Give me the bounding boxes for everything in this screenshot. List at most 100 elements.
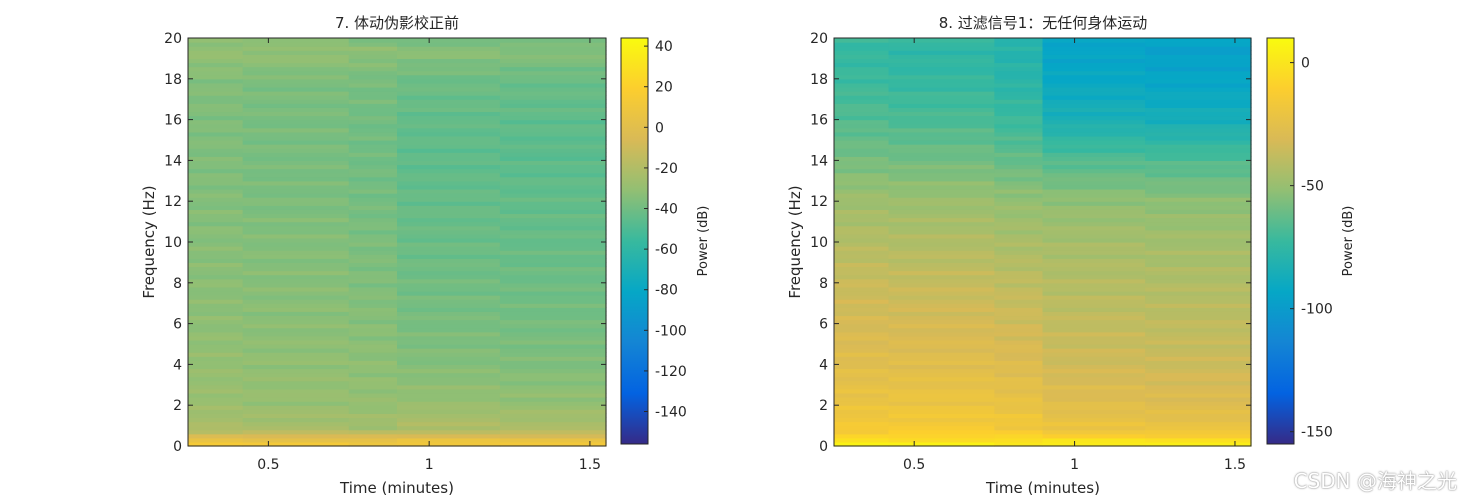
heatmap-cell xyxy=(834,299,890,304)
heatmap-cell xyxy=(888,254,995,259)
heatmap-cell xyxy=(994,144,1044,149)
heatmap-cell xyxy=(834,46,890,51)
heatmap-cell xyxy=(348,405,398,410)
heatmap-cell xyxy=(888,286,995,292)
heatmap-cell xyxy=(888,144,995,149)
heatmap-cell xyxy=(1042,299,1146,304)
heatmap-cell xyxy=(1042,168,1146,174)
heatmap-cell xyxy=(888,307,995,312)
heatmap-cell xyxy=(188,299,244,304)
heatmap-cell xyxy=(499,311,607,317)
heatmap-cell xyxy=(1145,441,1252,447)
heatmap-cell xyxy=(348,356,398,361)
heatmap-cell xyxy=(188,50,244,55)
heatmap-cell xyxy=(834,172,890,178)
heatmap-cell xyxy=(1145,168,1252,174)
heatmap-cell xyxy=(499,180,607,186)
colorbar-tick-label: -100 xyxy=(655,323,687,339)
heatmap-cell xyxy=(242,392,350,398)
heatmap-cell xyxy=(242,286,350,292)
heatmap-cell xyxy=(888,319,995,325)
heatmap-cell xyxy=(888,74,995,80)
heatmap-cell xyxy=(242,197,350,202)
heatmap-cell xyxy=(188,437,244,443)
heatmap-cell xyxy=(348,197,398,202)
heatmap-cell xyxy=(242,135,350,141)
heatmap-cell xyxy=(888,156,995,161)
heatmap-cell xyxy=(1145,327,1252,333)
heatmap-cell xyxy=(348,95,398,100)
heatmap-cell xyxy=(348,148,398,153)
heatmap-cell xyxy=(1042,82,1146,88)
y-tick-label: 10 xyxy=(164,235,182,251)
heatmap-cell xyxy=(499,368,607,374)
heatmap-cell xyxy=(1145,217,1252,223)
heatmap-cell xyxy=(888,364,995,370)
heatmap-cell xyxy=(499,237,607,243)
heatmap-cell xyxy=(888,242,995,247)
heatmap-cell xyxy=(834,262,890,268)
heatmap-cell xyxy=(397,237,501,243)
heatmap-cell xyxy=(242,344,350,349)
heatmap-cell xyxy=(1145,66,1252,72)
heatmap-cell xyxy=(1145,348,1252,353)
heatmap-cell xyxy=(242,225,350,231)
heatmap-cell xyxy=(499,344,607,349)
heatmap-cell xyxy=(499,246,607,251)
heatmap-cell xyxy=(834,360,890,365)
heatmap-cell xyxy=(888,323,995,329)
heatmap-cell xyxy=(242,103,350,108)
heatmap-cell xyxy=(888,299,995,304)
heatmap-cell xyxy=(348,413,398,419)
heatmap-cell xyxy=(834,164,890,170)
heatmap-cell xyxy=(1145,209,1252,215)
y-tick-label: 12 xyxy=(810,194,828,210)
heatmap-cell xyxy=(1145,437,1252,443)
heatmap-cell xyxy=(1145,123,1252,129)
heatmap-cell xyxy=(242,413,350,419)
heatmap-cell xyxy=(994,372,1044,378)
heatmap-cell xyxy=(994,303,1044,308)
heatmap-cell xyxy=(888,135,995,141)
heatmap-cell xyxy=(348,315,398,321)
heatmap-cell xyxy=(1042,315,1146,321)
heatmap-cell xyxy=(188,364,244,370)
heatmap-cell xyxy=(1042,413,1146,419)
heatmap-cell xyxy=(888,168,995,174)
heatmap-cell xyxy=(188,115,244,121)
heatmap-cell xyxy=(888,282,995,288)
heatmap-cell xyxy=(1145,197,1252,202)
heatmap-cell xyxy=(888,205,995,210)
heatmap-cell xyxy=(1042,409,1146,414)
heatmap-cell xyxy=(1042,242,1146,247)
heatmap-cell xyxy=(348,225,398,231)
heatmap-cell xyxy=(188,58,244,64)
heatmap-cell xyxy=(994,278,1044,284)
heatmap-cell xyxy=(1042,58,1146,64)
heatmap-cell xyxy=(397,441,501,447)
heatmap-cell xyxy=(888,425,995,431)
heatmap-cell xyxy=(1145,364,1252,370)
heatmap-cell xyxy=(1042,140,1146,145)
heatmap-cell xyxy=(1145,388,1252,394)
heatmap-cell xyxy=(499,250,607,255)
heatmap-cell xyxy=(1145,184,1252,190)
heatmap-cell xyxy=(499,274,607,280)
heatmap-cell xyxy=(242,58,350,64)
heatmap-cell xyxy=(834,331,890,337)
heatmap-cell xyxy=(242,441,350,447)
heatmap-cell xyxy=(994,115,1044,121)
colorbar-tick-label: -150 xyxy=(1301,425,1333,441)
heatmap-cell xyxy=(397,82,501,88)
heatmap-cell xyxy=(1145,42,1252,47)
heatmap-cell xyxy=(888,405,995,410)
heatmap-cell xyxy=(242,242,350,247)
y-tick-label: 0 xyxy=(173,439,182,455)
y-tick-label: 6 xyxy=(173,317,182,333)
heatmap-cell xyxy=(188,107,244,113)
heatmap-cell xyxy=(994,242,1044,247)
heatmap-cell xyxy=(1042,205,1146,210)
heatmap-cell xyxy=(397,388,501,394)
heatmap-cell xyxy=(994,74,1044,80)
